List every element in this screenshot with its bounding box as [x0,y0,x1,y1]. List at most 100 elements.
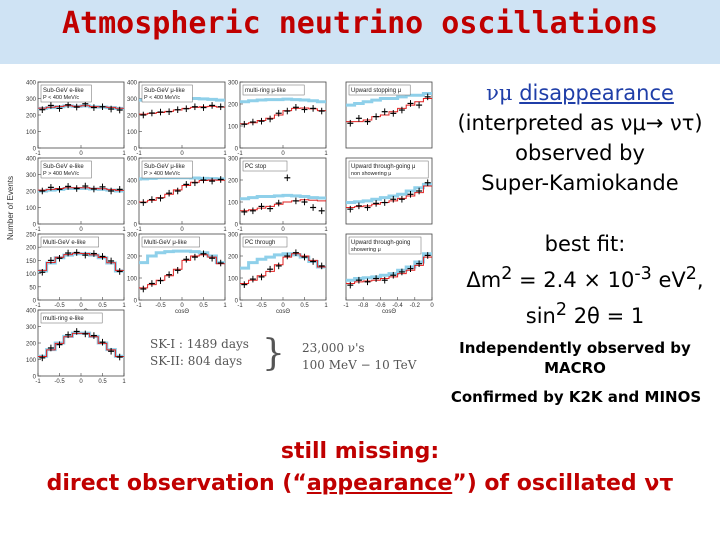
dm2-value: Δm2 = 2.4 × 10-3 eV2, [466,264,704,292]
x-tick-label: 0.5 [199,303,208,309]
best-fit-series [139,254,225,289]
x-tick-label: -1 [35,379,41,384]
y-tick-label: 400 [26,157,37,163]
best-fit-series [240,253,326,284]
panel-title: Sub-GeV μ-like [144,88,185,94]
y-tick-label: 200 [26,190,37,196]
best-fit-series [38,252,124,271]
plots-area: Number of Events 0 100 200 300 400 -1 0 1 Sub-GeV… [4,78,440,392]
panel-title: Upward through-going μ [351,164,416,170]
y-tick-label: 600 [127,157,138,163]
y-tick-label: 200 [26,114,37,120]
best-fit-series [139,179,225,203]
expected-series [346,252,432,282]
x-tick-label: 1 [324,151,328,157]
panel-8: 050100150200250-1-0.500.51cosΘMulti-GeV … [26,233,126,316]
sin2-value: sin2 2θ = 1 [525,300,645,328]
x-tick-label: -1 [237,227,243,233]
y-tick-label: 100 [26,130,37,136]
x-tick-label: 0 [79,379,83,384]
x-axis-label: cosΘ [382,309,396,315]
y-tick-label: 400 [127,179,138,185]
y-tick-label: 50 [29,285,36,291]
y-tick-label: 200 [127,114,138,120]
x-tick-label: -1 [136,303,142,309]
sk1-label: SK-I : 1489 days [150,337,249,351]
y-tick-label: 300 [228,157,239,163]
y-tick-label: 100 [228,125,239,131]
panel-title-box [141,236,200,248]
x-axis-label: cosΘ [175,309,189,315]
x-tick-label: 1 [223,151,227,157]
x-tick-label: 0 [281,303,285,309]
y-tick-label: 300 [26,173,37,179]
y-tick-label: 0 [235,147,239,153]
y-tick-label: 100 [228,277,239,283]
panel-3: Upward stopping μ [345,81,433,149]
best-fit-series [346,98,432,123]
expected-series [346,92,432,107]
x-tick-label: -1 [237,303,243,309]
x-tick-label: -0.4 [392,303,403,309]
y-tick-label: 0 [235,223,239,229]
x-tick-label: -1 [35,303,41,309]
y-tick-label: 0 [33,223,37,229]
appearance-word: appearance [306,471,453,496]
y-tick-label: 300 [26,97,37,103]
x-tick-label: 0 [79,303,83,309]
panel-title-box [141,160,193,179]
y-tick-label: 100 [228,201,239,207]
panel-title-box [242,160,288,172]
x-tick-label: -0.6 [375,303,386,309]
x-tick-label: 1 [324,303,328,309]
panel-10: 0 100 200 300 -1 -0.5 0 0.5 1 cosΘ PC through [228,233,328,316]
brace-glyph: } [262,333,285,374]
panel-title-box [40,312,103,324]
panel-subtitle: P > 400 MeV/c [144,171,180,177]
y-tick-label: 100 [127,130,138,136]
y-tick-label: 200 [127,201,138,207]
y-tick-label: 300 [228,81,239,87]
panel-title: Sub-GeV μ-like [144,164,185,170]
y-tick-label: 0 [235,299,239,305]
x-tick-label: -0.2 [410,303,421,309]
y-tick-label: 300 [127,97,138,103]
panel-subtitle: showering μ [351,247,381,253]
y-tick-label: 0 [134,223,138,229]
y-tick-label: 200 [26,246,37,252]
panel-subtitle: P > 400 MeV/c [43,171,79,177]
y-tick-label: 100 [26,358,37,364]
panel-subtitle: P < 400 MeV/c [43,95,79,101]
x-tick-label: -0.5 [256,303,267,309]
best-fit-series [38,332,124,358]
y-tick-label: 400 [26,309,37,315]
x-tick-label: 0 [180,151,184,157]
appearance-line: direct observation (“appearance”) of osc… [46,471,674,496]
panel-title-box [40,236,99,248]
y-tick-label: 250 [26,233,37,239]
x-tick-label: -1 [136,151,142,157]
x-tick-label: 0.5 [98,379,107,384]
event-count: 23,000 ν's [302,341,365,355]
panel-subtitle: non showering μ [351,171,391,177]
panel-title: Upward through-going [351,240,410,246]
x-tick-label: 0 [180,303,184,309]
macro-note: Independently observed by MACRO [459,339,691,377]
y-tick-label: 400 [26,81,37,87]
x-tick-label: 1 [122,151,126,157]
y-tick-label: 300 [26,325,37,331]
best-fit-series [139,105,225,115]
panel-title: Sub-GeV e-like [43,164,84,170]
page-title: Atmospheric neutrino oscillations [61,6,659,41]
panel-title: Upward stopping μ [351,88,402,94]
y-tick-label: 200 [228,103,239,109]
panel-title: PC through [245,240,275,246]
observed-by-text: observed by [515,141,645,165]
x-tick-label: -1 [343,303,349,309]
best-fit-series [346,185,432,208]
x-tick-label: 0 [79,151,83,157]
expected-series [346,182,432,205]
